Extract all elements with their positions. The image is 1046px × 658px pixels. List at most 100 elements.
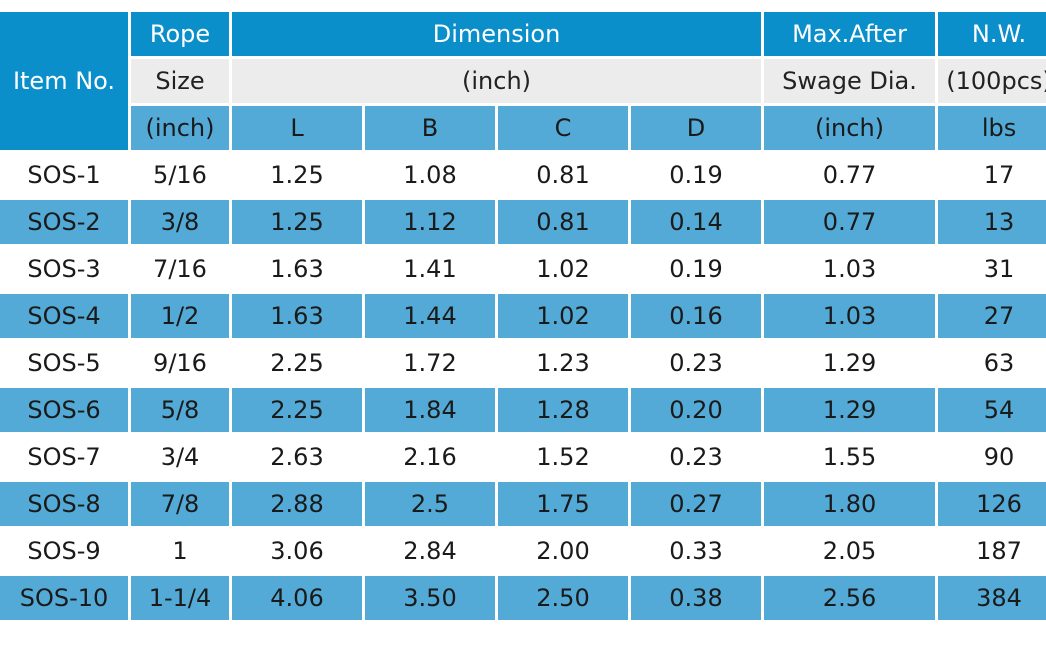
dim-b-cell: 3.50 <box>365 576 495 620</box>
dim-b-cell: 1.44 <box>365 294 495 338</box>
spec-table: Item No. Rope Dimension Max.After N.W. S… <box>0 9 1046 623</box>
rope-size-cell: 1 <box>131 529 229 573</box>
dim-c-cell: 2.00 <box>498 529 628 573</box>
rope-size-cell: 1/2 <box>131 294 229 338</box>
rope-size-cell: 3/4 <box>131 435 229 479</box>
dim-b-cell: 1.84 <box>365 388 495 432</box>
dim-d-cell: 0.19 <box>631 247 762 291</box>
dim-l-cell: 2.25 <box>232 341 362 385</box>
dim-d-cell: 0.38 <box>631 576 762 620</box>
dim-l-cell: 2.88 <box>232 482 362 526</box>
swage-dia-cell: 0.77 <box>764 153 936 197</box>
rope-size-cell: 5/16 <box>131 153 229 197</box>
item-cell: SOS-9 <box>0 529 128 573</box>
swage-dia-cell: 1.80 <box>764 482 936 526</box>
dim-d-cell: 0.27 <box>631 482 762 526</box>
header-row-2: Size (inch) Swage Dia. (100pcs) <box>0 59 1046 103</box>
dim-b-header: B <box>365 106 495 150</box>
dim-b-cell: 2.16 <box>365 435 495 479</box>
table-row: SOS-4 1/2 1.63 1.44 1.02 0.16 1.03 27 <box>0 294 1046 338</box>
item-cell: SOS-8 <box>0 482 128 526</box>
nw-cell: 63 <box>938 341 1046 385</box>
dim-l-cell: 1.63 <box>232 294 362 338</box>
max-swage-header-mid: Swage Dia. <box>764 59 936 103</box>
item-cell: SOS-3 <box>0 247 128 291</box>
dim-c-header: C <box>498 106 628 150</box>
nw-cell: 90 <box>938 435 1046 479</box>
dim-l-header: L <box>232 106 362 150</box>
swage-dia-cell: 2.56 <box>764 576 936 620</box>
item-cell: SOS-6 <box>0 388 128 432</box>
dim-l-cell: 2.63 <box>232 435 362 479</box>
dim-d-cell: 0.33 <box>631 529 762 573</box>
item-cell: SOS-7 <box>0 435 128 479</box>
table-row: SOS-6 5/8 2.25 1.84 1.28 0.20 1.29 54 <box>0 388 1046 432</box>
dim-b-cell: 2.84 <box>365 529 495 573</box>
dim-b-cell: 1.12 <box>365 200 495 244</box>
swage-dia-cell: 1.55 <box>764 435 936 479</box>
table-row: SOS-10 1-1/4 4.06 3.50 2.50 0.38 2.56 38… <box>0 576 1046 620</box>
nw-header-top: N.W. <box>938 12 1046 56</box>
header-row-1: Item No. Rope Dimension Max.After N.W. <box>0 12 1046 150</box>
dim-d-cell: 0.23 <box>631 435 762 479</box>
dim-c-cell: 1.02 <box>498 294 628 338</box>
item-cell: SOS-4 <box>0 294 128 338</box>
dim-b-cell: 1.72 <box>365 341 495 385</box>
nw-header-mid: (100pcs) <box>938 59 1046 103</box>
rope-header-mid: Size <box>131 59 229 103</box>
nw-cell: 187 <box>938 529 1046 573</box>
rope-size-cell: 7/8 <box>131 482 229 526</box>
dim-d-cell: 0.23 <box>631 341 762 385</box>
nw-cell: 27 <box>938 294 1046 338</box>
rope-size-cell: 1-1/4 <box>131 576 229 620</box>
max-swage-header-unit: (inch) <box>764 106 936 150</box>
rope-size-cell: 9/16 <box>131 341 229 385</box>
nw-cell: 126 <box>938 482 1046 526</box>
dim-l-cell: 4.06 <box>232 576 362 620</box>
dimension-header-top: Dimension <box>232 12 762 56</box>
nw-cell: 17 <box>938 153 1046 197</box>
table-row: SOS-1 5/16 1.25 1.08 0.81 0.19 0.77 17 <box>0 153 1046 197</box>
dim-d-header: D <box>631 106 762 150</box>
swage-dia-cell: 0.77 <box>764 200 936 244</box>
dim-l-cell: 1.63 <box>232 247 362 291</box>
dim-l-cell: 2.25 <box>232 388 362 432</box>
table-row: SOS-8 7/8 2.88 2.5 1.75 0.27 1.80 126 <box>0 482 1046 526</box>
swage-dia-cell: 2.05 <box>764 529 936 573</box>
dim-d-cell: 0.14 <box>631 200 762 244</box>
nw-cell: 384 <box>938 576 1046 620</box>
dim-c-cell: 2.50 <box>498 576 628 620</box>
item-cell: SOS-5 <box>0 341 128 385</box>
item-cell: SOS-1 <box>0 153 128 197</box>
max-swage-header-top: Max.After <box>764 12 936 56</box>
dim-b-cell: 1.08 <box>365 153 495 197</box>
nw-cell: 13 <box>938 200 1046 244</box>
swage-dia-cell: 1.03 <box>764 294 936 338</box>
swage-dia-cell: 1.29 <box>764 388 936 432</box>
dim-c-cell: 0.81 <box>498 200 628 244</box>
dim-b-cell: 1.41 <box>365 247 495 291</box>
nw-cell: 54 <box>938 388 1046 432</box>
dim-l-cell: 1.25 <box>232 153 362 197</box>
header-row-3: (inch) L B C D (inch) lbs <box>0 106 1046 150</box>
table-row: SOS-3 7/16 1.63 1.41 1.02 0.19 1.03 31 <box>0 247 1046 291</box>
rope-size-cell: 3/8 <box>131 200 229 244</box>
dim-c-cell: 0.81 <box>498 153 628 197</box>
rope-header-top: Rope <box>131 12 229 56</box>
item-cell: SOS-2 <box>0 200 128 244</box>
rope-header-unit: (inch) <box>131 106 229 150</box>
rope-size-cell: 7/16 <box>131 247 229 291</box>
dim-b-cell: 2.5 <box>365 482 495 526</box>
dim-d-cell: 0.16 <box>631 294 762 338</box>
dim-c-cell: 1.75 <box>498 482 628 526</box>
item-cell: SOS-10 <box>0 576 128 620</box>
dim-c-cell: 1.02 <box>498 247 628 291</box>
dim-d-cell: 0.20 <box>631 388 762 432</box>
dim-l-cell: 3.06 <box>232 529 362 573</box>
nw-header-unit: lbs <box>938 106 1046 150</box>
nw-cell: 31 <box>938 247 1046 291</box>
dim-l-cell: 1.25 <box>232 200 362 244</box>
dim-c-cell: 1.52 <box>498 435 628 479</box>
item-no-header: Item No. <box>0 12 128 150</box>
dim-d-cell: 0.19 <box>631 153 762 197</box>
